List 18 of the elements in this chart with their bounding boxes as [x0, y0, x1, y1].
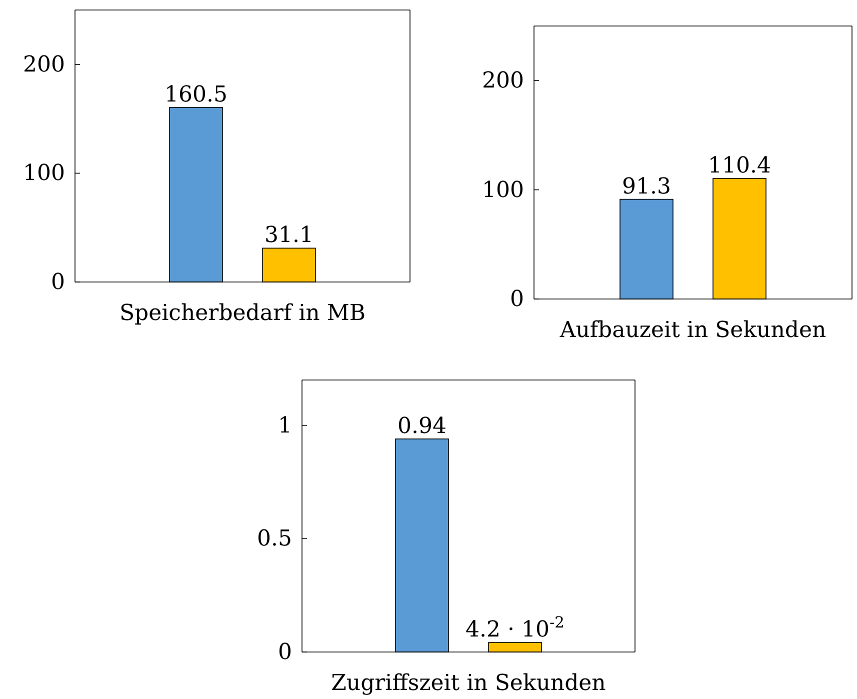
x-axis-title: Zugriffszeit in Sekunden: [331, 671, 606, 696]
y-tick-label: 100: [482, 178, 524, 203]
y-tick-label: 0: [510, 287, 524, 312]
y-tick-label: 100: [23, 161, 65, 186]
data-label: 0.94: [398, 414, 446, 439]
data-label: 160.5: [164, 82, 228, 108]
y-tick-label: 0: [278, 640, 292, 666]
y-tick-label: 0.5: [257, 526, 292, 552]
x-axis-title: Aufbauzeit in Sekunden: [558, 318, 826, 343]
y-tick-label: 0: [51, 270, 65, 296]
data-label: 31.1: [264, 223, 314, 248]
x-axis-title: Speicherbedarf in MB: [119, 301, 366, 326]
y-tick-label: 200: [23, 52, 65, 78]
y-tick-label: 200: [482, 68, 524, 94]
data-label: 91.3: [622, 174, 671, 200]
data-label: 110.4: [708, 153, 771, 178]
data-label: 4.2 · 10$^{-2}$: [466, 613, 564, 642]
y-tick-label: 1: [278, 413, 292, 438]
